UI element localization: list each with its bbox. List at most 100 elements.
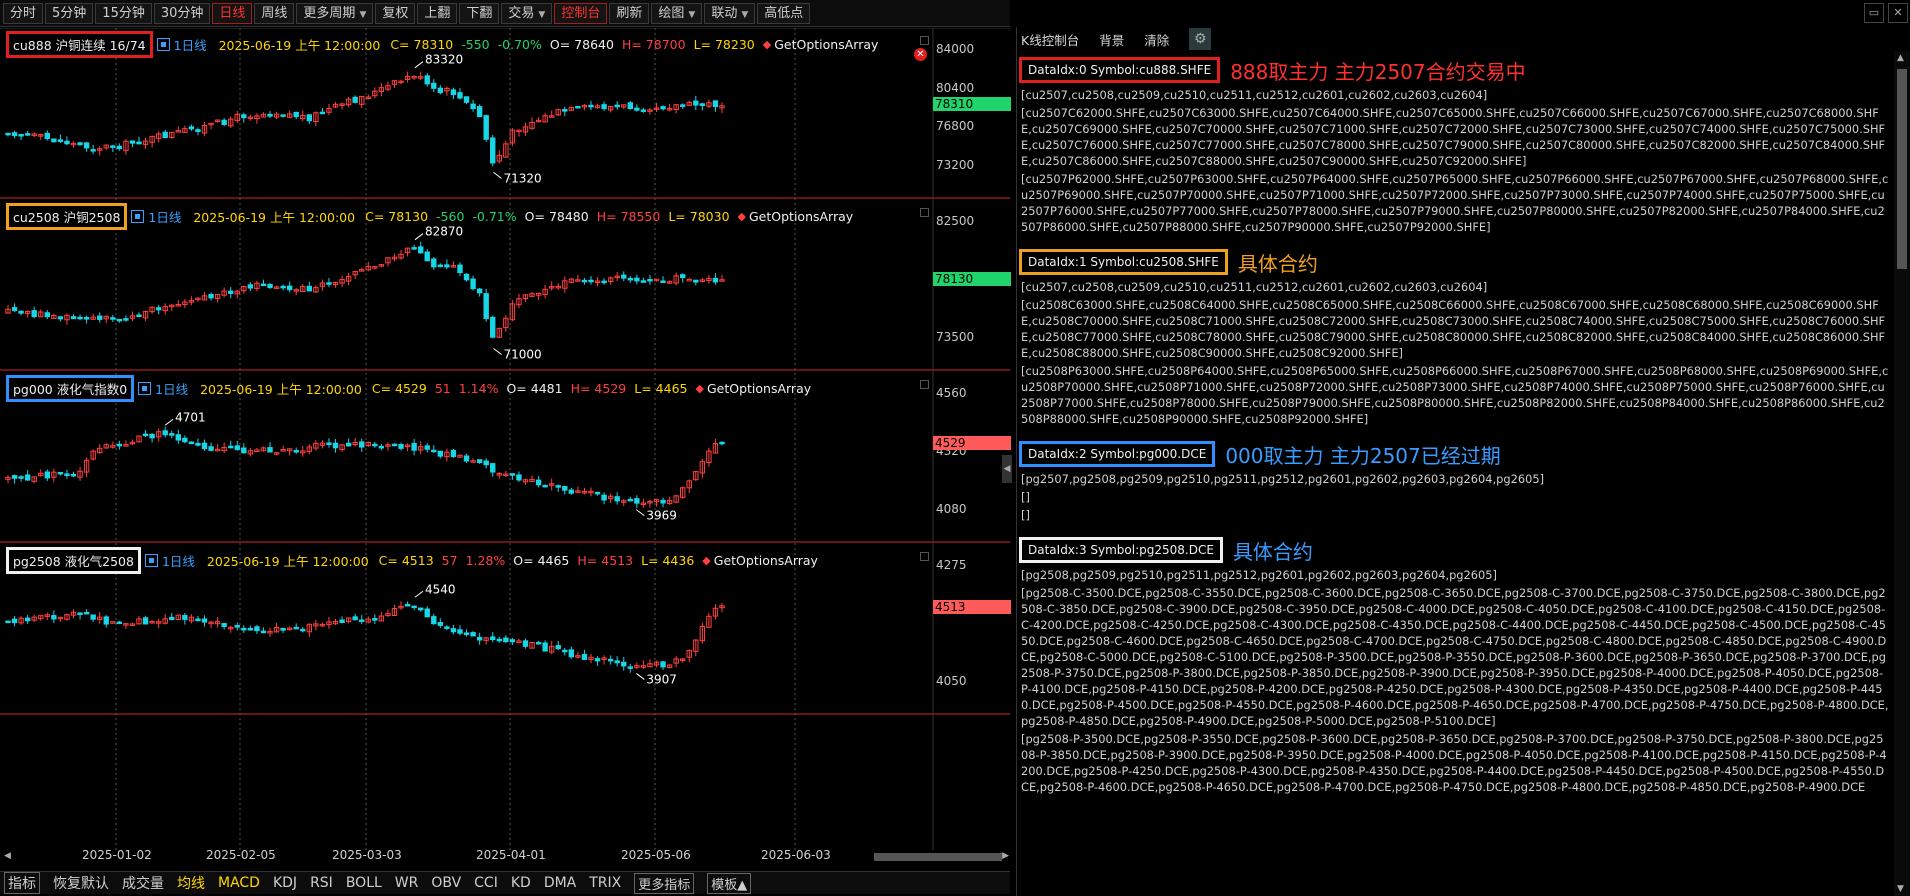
- indicator-tab-10[interactable]: CCI: [474, 875, 498, 891]
- indicator-tab-4[interactable]: MACD: [218, 875, 260, 891]
- candle-body: [57, 316, 64, 320]
- close-icon[interactable]: ✕: [1888, 3, 1908, 23]
- toolbar-button-6[interactable]: 更多周期: [296, 2, 374, 24]
- candle-body: [18, 617, 24, 624]
- candle-body: [660, 499, 666, 504]
- candle-body: [319, 442, 326, 446]
- close-pane-icon[interactable]: ✕: [914, 48, 927, 61]
- toolbar-button-10[interactable]: 交易: [501, 2, 553, 24]
- candle-body: [332, 442, 339, 449]
- toolbar-button-14[interactable]: 联动: [704, 2, 756, 24]
- settings-icon[interactable]: ⚙: [1189, 28, 1212, 50]
- candle-body: [214, 119, 221, 123]
- candle-body: [476, 288, 483, 294]
- candle-body: [542, 288, 548, 295]
- clear-button[interactable]: 清除: [1144, 32, 1170, 48]
- candle-body: [201, 124, 208, 134]
- last-price-tag: 4513: [933, 599, 1011, 614]
- candle-body: [503, 473, 509, 477]
- candle-body: [352, 96, 358, 103]
- symbol-label[interactable]: cu2508 沪铜2508: [6, 202, 128, 230]
- symbol-label[interactable]: pg2508 液化气2508: [6, 546, 141, 574]
- toolbar-button-7[interactable]: 复权: [375, 2, 416, 24]
- indicator-tab-7[interactable]: BOLL: [345, 875, 382, 891]
- candle-body: [38, 472, 44, 477]
- toolbar-button-9[interactable]: 下翻: [459, 2, 500, 24]
- indicator-tab-3[interactable]: 均线: [177, 876, 205, 892]
- pane-menu-icon[interactable]: [138, 381, 152, 395]
- close-value: C= 78310: [390, 36, 454, 52]
- chart-area[interactable]: 83320 71320 82870 71000 4701 3969 4540 3907 ✕ c…: [0, 28, 1011, 850]
- chart-scrollbar[interactable]: ◀ ▶: [4, 851, 1009, 863]
- candle-body: [162, 618, 168, 624]
- toolbar-button-12[interactable]: 刷新: [609, 2, 650, 24]
- candle-body: [326, 621, 332, 626]
- toolbar-button-15[interactable]: 高低点: [757, 2, 811, 24]
- toolbar-button-8[interactable]: 上翻: [417, 2, 458, 24]
- minimize-icon[interactable]: ▭: [1864, 3, 1884, 23]
- toolbar-button-0[interactable]: 分时: [3, 2, 44, 24]
- pane-menu-icon[interactable]: [156, 37, 170, 51]
- pane-maximize-icon[interactable]: [920, 208, 929, 217]
- candle-body: [182, 128, 188, 133]
- symbol-label[interactable]: cu888 沪铜连续 16/74: [6, 30, 153, 58]
- candle-body: [326, 108, 332, 113]
- candle-body: [391, 256, 398, 260]
- candle-body: [516, 474, 522, 481]
- collapse-panel-icon[interactable]: ◀: [1002, 455, 1012, 483]
- indicator-tab-14[interactable]: 更多指标: [634, 872, 695, 894]
- console-scrollbar[interactable]: ▲ ▼: [1894, 51, 1910, 896]
- scroll-thumb[interactable]: [874, 853, 1002, 861]
- scroll-thumb[interactable]: [1897, 69, 1907, 269]
- scroll-down-icon[interactable]: ▼: [1897, 884, 1904, 894]
- pane-menu-icon[interactable]: [131, 209, 145, 223]
- pane-maximize-icon[interactable]: [920, 380, 929, 389]
- toolbar-button-5[interactable]: 周线: [254, 2, 295, 24]
- indicator-tab-15[interactable]: 模板▲: [707, 872, 752, 894]
- candle-body: [653, 499, 660, 503]
- candle-body: [110, 145, 116, 148]
- indicator-tab-9[interactable]: OBV: [431, 875, 462, 891]
- pane-maximize-icon[interactable]: [920, 552, 929, 561]
- candle-body: [352, 441, 358, 446]
- indicator-tab-13[interactable]: TRIX: [589, 875, 622, 891]
- candle-body: [457, 454, 463, 458]
- candle-body: [103, 444, 109, 449]
- low-marker: 71000: [504, 347, 542, 361]
- candle-body: [706, 450, 712, 463]
- indicator-tab-11[interactable]: KD: [510, 875, 531, 891]
- candle-body: [201, 295, 208, 301]
- pane-maximize-icon[interactable]: [920, 36, 929, 45]
- symbol-label[interactable]: pg000 液化气指数0: [6, 374, 135, 402]
- scroll-left-icon[interactable]: ◀: [4, 851, 11, 861]
- indicator-tab-2[interactable]: 成交量: [122, 876, 164, 892]
- toolbar-button-2[interactable]: 15分钟: [95, 2, 152, 24]
- indicator-tab-12[interactable]: DMA: [543, 875, 577, 891]
- candle-body: [313, 112, 319, 123]
- indicator-tab-0[interactable]: 指标: [4, 872, 40, 894]
- indicator-tab-1[interactable]: 恢复默认: [53, 876, 109, 892]
- scroll-right-icon[interactable]: ▶: [1002, 851, 1009, 861]
- scroll-up-icon[interactable]: ▲: [1897, 53, 1904, 63]
- toolbar-button-4[interactable]: 日线: [212, 2, 253, 24]
- candle-body: [699, 279, 706, 282]
- toolbar-button-13[interactable]: 绘图: [651, 2, 703, 24]
- change-value: -550: [461, 36, 490, 52]
- indicator-tab-6[interactable]: RSI: [310, 875, 333, 891]
- candle-body: [359, 441, 365, 448]
- candle-body: [195, 618, 201, 622]
- toolbar-button-1[interactable]: 5分钟: [45, 2, 94, 24]
- candle-body: [77, 612, 83, 615]
- candlestick-chart[interactable]: 83320 71320 82870 71000 4701 3969 4540 3907: [0, 28, 1010, 850]
- indicator-tab-8[interactable]: WR: [394, 875, 419, 891]
- toolbar-button-11[interactable]: 控制台: [554, 2, 608, 24]
- toolbar-button-3[interactable]: 30分钟: [153, 2, 211, 24]
- function-name: GetOptionsArray: [713, 552, 818, 568]
- date-axis: 2025-01-02 2025-02-05 2025-03-03 2025-04-01…: [0, 848, 1010, 866]
- indicator-tab-5[interactable]: KDJ: [272, 875, 298, 891]
- candle-body: [306, 285, 313, 292]
- candle-body: [155, 621, 162, 624]
- pane-menu-icon[interactable]: [144, 553, 158, 567]
- background-button[interactable]: 背景: [1099, 32, 1125, 48]
- candle-body: [5, 620, 11, 624]
